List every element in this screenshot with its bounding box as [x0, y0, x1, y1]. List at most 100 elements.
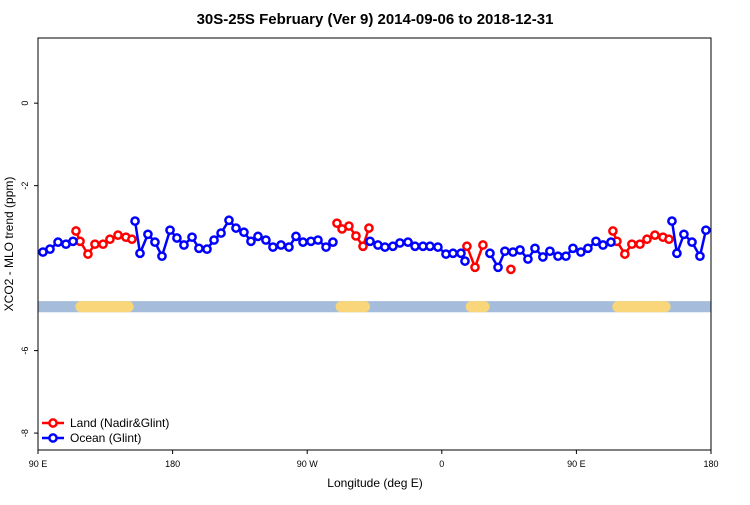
point	[460, 256, 470, 266]
point	[351, 231, 361, 241]
x-tick-label: 180	[703, 459, 718, 469]
point	[470, 262, 480, 273]
point	[403, 237, 413, 247]
point	[246, 236, 256, 247]
y-tick-label: -6	[20, 347, 30, 355]
point	[105, 234, 115, 245]
legend-label: Ocean (Glint)	[70, 431, 141, 445]
legend-marker	[48, 433, 58, 443]
point	[506, 264, 516, 275]
y-tick-label: -8	[20, 429, 30, 437]
point	[561, 251, 571, 262]
point	[672, 248, 682, 259]
point	[239, 227, 249, 238]
point	[332, 218, 342, 229]
point	[650, 230, 660, 240]
x-tick-label: 0	[439, 459, 444, 469]
point	[224, 215, 234, 226]
point	[253, 231, 263, 242]
point	[667, 216, 677, 226]
point	[448, 248, 458, 259]
point	[485, 248, 495, 259]
legend-label: Land (Nadir&Glint)	[70, 416, 169, 430]
point	[231, 223, 241, 233]
point	[291, 231, 301, 242]
land-band	[75, 301, 134, 313]
point	[568, 243, 578, 254]
point	[202, 244, 212, 255]
point	[478, 240, 488, 250]
point	[545, 246, 555, 257]
point	[365, 236, 375, 247]
land-band	[335, 301, 371, 313]
point	[456, 248, 466, 259]
point	[530, 243, 540, 254]
point	[598, 240, 608, 250]
point	[358, 241, 368, 252]
point	[364, 223, 374, 233]
point	[701, 225, 711, 236]
chart-title: 30S-25S February (Ver 9) 2014-09-06 to 2…	[197, 11, 554, 28]
plot-frame	[37, 37, 712, 451]
point	[261, 235, 271, 245]
strip	[38, 301, 711, 313]
point	[179, 240, 189, 250]
x-tick-label: 90 E	[29, 459, 48, 469]
point	[150, 237, 160, 247]
point	[45, 244, 55, 255]
point	[606, 237, 616, 247]
point	[553, 251, 563, 262]
y-tick-label: -2	[20, 182, 30, 190]
point	[462, 241, 472, 252]
point	[268, 242, 278, 252]
point	[71, 226, 81, 236]
point	[493, 262, 503, 273]
x-tick-label: 90 E	[567, 459, 586, 469]
point	[500, 246, 510, 257]
point	[679, 229, 689, 240]
point	[591, 236, 601, 247]
point	[608, 226, 618, 236]
point	[68, 236, 78, 247]
point	[620, 249, 630, 259]
point	[130, 216, 140, 226]
point	[113, 230, 123, 240]
point	[380, 242, 390, 252]
point	[627, 239, 637, 250]
point	[83, 249, 93, 259]
point	[298, 237, 308, 247]
point	[135, 248, 145, 259]
point	[695, 251, 705, 262]
point	[209, 235, 219, 245]
point	[425, 241, 435, 252]
x-tick-label: 180	[165, 459, 180, 469]
point	[90, 239, 100, 250]
point	[194, 243, 204, 254]
point	[276, 240, 286, 250]
point	[313, 235, 323, 245]
point	[395, 238, 405, 248]
legend-marker	[48, 418, 58, 428]
point	[321, 242, 331, 252]
land-band	[612, 301, 671, 313]
point	[576, 247, 586, 257]
point	[53, 237, 63, 247]
y-tick-label: 0	[20, 101, 30, 106]
x-axis-label: Longitude (deg E)	[327, 476, 422, 490]
y-axis-label: XCO2 - MLO trend (ppm)	[2, 177, 16, 312]
point	[344, 221, 354, 231]
land-band	[465, 301, 490, 313]
point	[187, 232, 197, 243]
point	[664, 234, 674, 245]
point	[165, 225, 175, 236]
point	[143, 229, 153, 240]
point	[98, 239, 108, 250]
point	[284, 242, 294, 252]
point	[687, 237, 697, 247]
point	[523, 254, 533, 264]
point	[157, 251, 167, 262]
point	[216, 228, 226, 238]
point	[172, 233, 182, 243]
point	[515, 245, 525, 255]
